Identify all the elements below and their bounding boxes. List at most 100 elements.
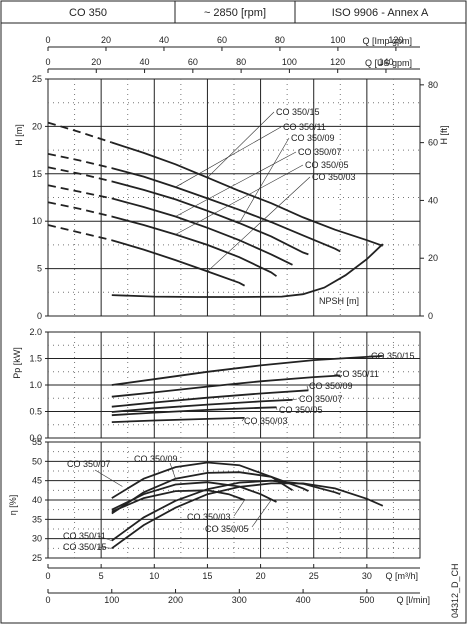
- efficiency-label-co-350-09-leader: [169, 462, 176, 479]
- head-curve-co-350-15-dashed: [47, 121, 113, 144]
- head-label-co-350-05-leader: [175, 164, 304, 235]
- m3h-tick-label: 10: [149, 571, 159, 581]
- power-label-co-350-15: CO 350/15: [371, 351, 415, 361]
- efficiency-label-co-350-15: CO 350/15: [63, 542, 107, 552]
- head-curve-co-350-07: [111, 197, 293, 266]
- head-grid: [48, 79, 420, 316]
- us-gpm-tick-label: 60: [188, 57, 198, 67]
- efficiency-label-co-350-11-leader: [97, 535, 112, 541]
- us-gpm-tick-label: 0: [45, 57, 50, 67]
- power-y-tick-label: 1.0: [29, 380, 42, 390]
- head-y-tick-label-right: 60: [428, 138, 438, 148]
- efficiency-series: [111, 461, 384, 550]
- header-speed: ~ 2850 [rpm]: [204, 7, 266, 19]
- imp-gpm-ticks: 0 20 40 60 80 100 120: [45, 35, 403, 51]
- efficiency-y-tick-label: 25: [32, 553, 42, 563]
- efficiency-curve-co-350-09: [111, 471, 309, 515]
- power-curve-co-350-09: [111, 389, 309, 408]
- power-curve-co-350-07: [111, 398, 293, 413]
- head-label-co-350-15: CO 350/15: [276, 107, 320, 117]
- head-curve-co-350-15: [111, 141, 384, 247]
- imp-gpm-axis-label: Q [Imp gpm]: [362, 36, 412, 46]
- m3h-tick-label: 0: [45, 571, 50, 581]
- power-panel: 0.0 0.5 1.0 1.5 2.0 CO 350/15 CO 350/11 CO 350…: [12, 327, 421, 443]
- efficiency-label-co-350-07-leader: [94, 469, 123, 487]
- head-y-tick-label: 5: [37, 264, 42, 274]
- head-curve-co-350-05: [111, 215, 278, 277]
- power-y-tick-label: 0.0: [29, 433, 42, 443]
- power-curve-co-350-05: [111, 406, 277, 417]
- power-y-tick-label: 1.5: [29, 354, 42, 364]
- lmin-tick-label: 0: [45, 595, 50, 605]
- us-gpm-tick-label: 40: [140, 57, 150, 67]
- head-label-co-350-03-leader: [207, 176, 311, 272]
- efficiency-y-tick-label: 35: [32, 514, 42, 524]
- imp-gpm-tick-label: 20: [101, 35, 111, 45]
- header-standard: ISO 9906 - Annex A: [332, 7, 429, 19]
- m3h-tick-label: 30: [362, 571, 372, 581]
- outer-frame: [0, 22, 467, 624]
- head-label-co-350-09-leader: [239, 137, 290, 224]
- power-y-tick-label: 0.5: [29, 407, 42, 417]
- efficiency-curve-co-350-15: [111, 482, 384, 550]
- us-gpm-tick-label: 80: [236, 57, 246, 67]
- head-y-tick-label: 20: [32, 121, 42, 131]
- m3h-tick-label: 25: [309, 571, 319, 581]
- us-gpm-axis-label: Q [US gpm]: [365, 58, 412, 68]
- header-model: CO 350: [69, 7, 107, 19]
- lmin-tick-label: 200: [168, 595, 183, 605]
- drawing-code: 04312_D_CH: [450, 563, 460, 618]
- efficiency-label-co-350-03: CO 350/03: [187, 512, 231, 522]
- power-curve-co-350-15: [111, 355, 383, 386]
- head-y-ticks: 0 5 10 15 20 25: [32, 74, 48, 321]
- m3h-tick-label: 20: [256, 571, 266, 581]
- head-y-ticks-right: 0 20 40 60 80: [420, 80, 438, 321]
- head-curve-co-350-05-dashed: [47, 201, 113, 218]
- lmin-axis-label: Q [l/min]: [396, 595, 430, 605]
- us-gpm-tick-label: 140: [378, 57, 393, 67]
- power-label-co-350-09-leader: [306, 385, 309, 391]
- power-y-axis-label: Pp [kW]: [12, 347, 22, 379]
- power-label-co-350-11-leader: [333, 373, 341, 376]
- head-label-co-350-11-leader: [175, 126, 282, 188]
- us-gpm-tick-label: 120: [330, 57, 345, 67]
- head-label-co-350-15-leader: [207, 111, 275, 178]
- top-axes: 0 20 40 60 80 100 120 0 20 40 60 80 100 120 140 Q [Im…: [45, 35, 420, 73]
- lmin-tick-label: 300: [232, 595, 247, 605]
- head-y-tick-label-right: 0: [428, 311, 433, 321]
- head-label-co-350-07: CO 350/07: [298, 147, 342, 157]
- power-grid: [48, 332, 420, 438]
- efficiency-label-co-350-03-leader: [233, 499, 245, 517]
- power-curve-co-350-03: [111, 417, 245, 423]
- head-curve-co-350-09: [111, 180, 309, 256]
- efficiency-curve-co-350-03: [111, 489, 245, 513]
- head-y-tick-label: 10: [32, 216, 42, 226]
- power-label-co-350-07: CO 350/07: [299, 394, 343, 404]
- head-curve-co-350-03: [111, 239, 246, 287]
- power-curve-co-350-11: [111, 374, 341, 398]
- head-y-tick-label-right: 80: [428, 80, 438, 90]
- head-y-tick-label: 15: [32, 169, 42, 179]
- efficiency-y-tick-label: 45: [32, 476, 42, 486]
- efficiency-label-co-350-09: CO 350/09: [134, 454, 178, 464]
- head-y-tick-label-right: 20: [428, 253, 438, 263]
- m3h-ticks: 0 5 10 15 20 25 30: [45, 564, 372, 581]
- us-gpm-tick-label: 20: [91, 57, 101, 67]
- head-y-tick-label: 25: [32, 74, 42, 84]
- lmin-tick-label: 400: [296, 595, 311, 605]
- head-label-co-350-03: CO 350/03: [312, 172, 356, 182]
- head-y-tick-label: 0: [37, 311, 42, 321]
- efficiency-curve-co-350-11: [111, 479, 341, 542]
- power-y-tick-label: 2.0: [29, 327, 42, 337]
- imp-gpm-tick-label: 100: [330, 35, 345, 45]
- power-label-co-350-09: CO 350/09: [309, 381, 353, 391]
- lmin-tick-label: 100: [104, 595, 119, 605]
- power-label-co-350-07-leader: [292, 398, 298, 401]
- us-gpm-ticks: 0 20 40 60 80 100 120 140: [45, 57, 393, 73]
- efficiency-label-co-350-15-leader: [97, 546, 112, 549]
- head-label-co-350-11: CO 350/11: [283, 122, 326, 132]
- efficiency-label-co-350-11: CO 350/11: [63, 531, 106, 541]
